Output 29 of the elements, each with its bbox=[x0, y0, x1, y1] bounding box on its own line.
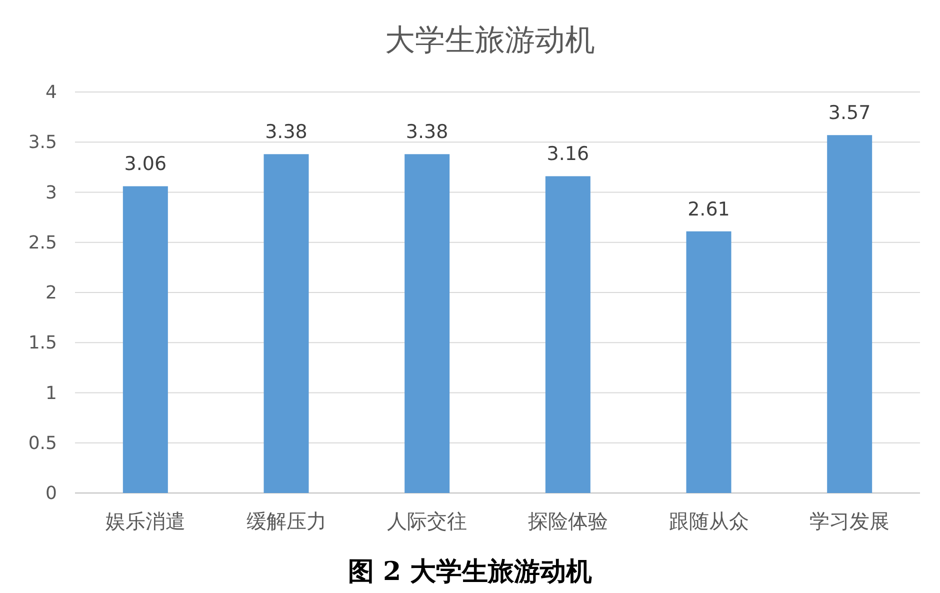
data-label: 3.38 bbox=[406, 121, 448, 144]
bar bbox=[545, 176, 590, 493]
bar bbox=[404, 154, 450, 493]
data-label: 2.61 bbox=[688, 198, 730, 220]
x-tick-label: 娱乐消遣 bbox=[105, 509, 186, 533]
y-tick-label: 0.5 bbox=[28, 432, 57, 454]
y-tick-label: 0 bbox=[46, 483, 57, 504]
caption: 图 2 大学生旅游动机 bbox=[348, 557, 592, 587]
data-label: 3.38 bbox=[265, 121, 308, 144]
y-tick-label: 1 bbox=[46, 382, 57, 404]
y-tick-label: 3 bbox=[46, 182, 57, 204]
y-tick-label: 4 bbox=[46, 82, 57, 103]
y-tick-label: 2 bbox=[46, 282, 57, 304]
x-tick-label: 人际交往 bbox=[387, 509, 468, 533]
bar bbox=[264, 154, 309, 493]
data-label: 3.16 bbox=[546, 143, 590, 166]
x-tick-label: 缓解压力 bbox=[246, 509, 326, 533]
chart-title: 大学生旅游动机 bbox=[385, 23, 595, 58]
y-tick-label: 3.5 bbox=[28, 132, 57, 154]
bar bbox=[827, 135, 872, 493]
data-label: 3.06 bbox=[124, 153, 167, 176]
data-label: 3.57 bbox=[828, 102, 871, 124]
bar bbox=[686, 231, 732, 493]
x-tick-label: 探险体验 bbox=[528, 509, 608, 533]
x-tick-label: 跟随从众 bbox=[668, 509, 749, 533]
bar bbox=[122, 186, 168, 493]
x-tick-label: 学习发展 bbox=[810, 509, 890, 533]
y-tick-label: 1.5 bbox=[28, 332, 57, 354]
y-tick-label: 2.5 bbox=[28, 232, 57, 254]
